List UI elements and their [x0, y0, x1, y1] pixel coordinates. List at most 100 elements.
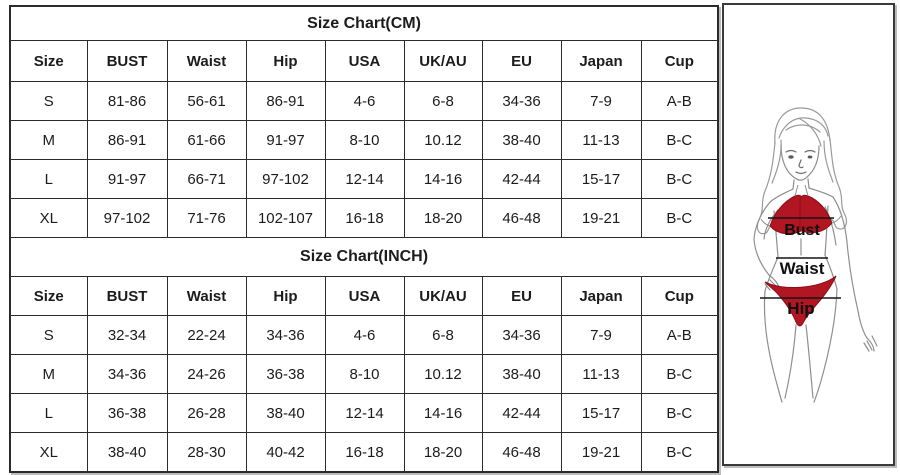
measurement-lines [760, 217, 841, 299]
table-cell: B-C [640, 198, 719, 238]
table-cell: 86-91 [86, 120, 168, 160]
bikini-straps [760, 184, 842, 227]
table-cell: 8-10 [324, 120, 405, 160]
column-header: EU [481, 40, 562, 82]
table-cell: M [9, 120, 88, 160]
table-cell: B-C [640, 159, 719, 199]
table-cell: 22-24 [166, 315, 247, 355]
table-cell: A-B [640, 315, 719, 355]
table-cell: 97-102 [86, 198, 168, 238]
column-header: Hip [245, 276, 326, 316]
table-row: S 32-34 22-24 34-36 4-6 6-8 34-36 7-9 A-… [9, 315, 719, 355]
table-cell: 97-102 [245, 159, 326, 199]
table-cell: 42-44 [481, 159, 562, 199]
bikini-bottom [764, 275, 837, 327]
table-header-row: Size BUST Waist Hip USA UK/AU EU Japan C… [9, 276, 719, 316]
table-cell: 66-71 [166, 159, 247, 199]
table-cell: 16-18 [324, 432, 405, 473]
table-cell: 34-36 [86, 354, 168, 394]
table-cell: 18-20 [403, 198, 483, 238]
column-header: Cup [640, 276, 719, 316]
table-cell: 42-44 [481, 393, 562, 433]
column-header: Japan [560, 40, 642, 82]
table-cell: 38-40 [86, 432, 168, 473]
table-cell: 34-36 [481, 81, 562, 121]
table-row: Size Chart(INCH) [9, 237, 719, 277]
table-cell: 8-10 [324, 354, 405, 394]
table-cell: B-C [640, 393, 719, 433]
table-cell: 19-21 [560, 432, 642, 473]
table-cell: 46-48 [481, 432, 562, 473]
table-cell: 12-14 [324, 159, 405, 199]
table-cell: 71-76 [166, 198, 247, 238]
table-cell: XL [9, 432, 88, 473]
hair [756, 107, 848, 235]
table-row: S 81-86 56-61 86-91 4-6 6-8 34-36 7-9 A-… [9, 81, 719, 121]
table-cell: 38-40 [481, 120, 562, 160]
table-cell: 61-66 [166, 120, 247, 160]
table-cell: L [9, 159, 88, 199]
table-cell: 14-16 [403, 393, 483, 433]
table-cell: 6-8 [403, 81, 483, 121]
table-cell: S [9, 315, 88, 355]
column-header: Hip [245, 40, 326, 82]
table-cell: 11-13 [560, 354, 642, 394]
column-header: Size [9, 40, 88, 82]
table-title-cm: Size Chart(CM) [9, 5, 719, 41]
table-cell: 10.12 [403, 120, 483, 160]
column-header: Waist [166, 276, 247, 316]
table-cell: M [9, 354, 88, 394]
measurement-figure-panel: Bust Waist Hip [722, 3, 895, 466]
face [780, 144, 820, 181]
table-cell: 16-18 [324, 198, 405, 238]
size-chart-table: Size Chart(CM) Size BUST Waist Hip USA U… [9, 5, 720, 473]
column-header: Cup [640, 40, 719, 82]
table-cell: 12-14 [324, 393, 405, 433]
table-cell: 24-26 [166, 354, 247, 394]
column-header: EU [481, 276, 562, 316]
column-header: UK/AU [403, 40, 483, 82]
table-cell: B-C [640, 354, 719, 394]
table-cell: 10.12 [403, 354, 483, 394]
table-row: L 91-97 66-71 97-102 12-14 14-16 42-44 1… [9, 159, 719, 199]
table-row: XL 38-40 28-30 40-42 16-18 18-20 46-48 1… [9, 432, 719, 473]
table-cell: 7-9 [560, 81, 642, 121]
table-row: L 36-38 26-28 38-40 12-14 14-16 42-44 15… [9, 393, 719, 433]
table-cell: 38-40 [481, 354, 562, 394]
column-header: Japan [560, 276, 642, 316]
table-cell: 4-6 [324, 315, 405, 355]
table-cell: 26-28 [166, 393, 247, 433]
table-cell: 38-40 [245, 393, 326, 433]
table-cell: 81-86 [86, 81, 168, 121]
table-cell: 32-34 [86, 315, 168, 355]
bikini [760, 184, 842, 327]
column-header: BUST [86, 276, 168, 316]
bikini-top-right-cup [799, 194, 833, 234]
table-cell: 19-21 [560, 198, 642, 238]
table-cell: 36-38 [245, 354, 326, 394]
table-cell: B-C [640, 120, 719, 160]
table-cell: 15-17 [560, 159, 642, 199]
eye-right [807, 155, 813, 159]
waist-label: Waist [780, 259, 825, 278]
column-header: USA [324, 40, 405, 82]
table-cell: 11-13 [560, 120, 642, 160]
table-cell: L [9, 393, 88, 433]
table-cell: 14-16 [403, 159, 483, 199]
table-cell: 6-8 [403, 315, 483, 355]
column-header: BUST [86, 40, 168, 82]
table-cell: 86-91 [245, 81, 326, 121]
table-cell: 40-42 [245, 432, 326, 473]
table-row: M 86-91 61-66 91-97 8-10 10.12 38-40 11-… [9, 120, 719, 160]
table-cell: 28-30 [166, 432, 247, 473]
bust-label: Bust [784, 222, 820, 239]
table-row: XL 97-102 71-76 102-107 16-18 18-20 46-4… [9, 198, 719, 238]
table-row: Size Chart(CM) [9, 5, 719, 41]
table-cell: 34-36 [245, 315, 326, 355]
table-cell: 91-97 [86, 159, 168, 199]
table-cell: 18-20 [403, 432, 483, 473]
table-title-inch: Size Chart(INCH) [9, 237, 719, 277]
table-cell: 34-36 [481, 315, 562, 355]
table-row: M 34-36 24-26 36-38 8-10 10.12 38-40 11-… [9, 354, 719, 394]
